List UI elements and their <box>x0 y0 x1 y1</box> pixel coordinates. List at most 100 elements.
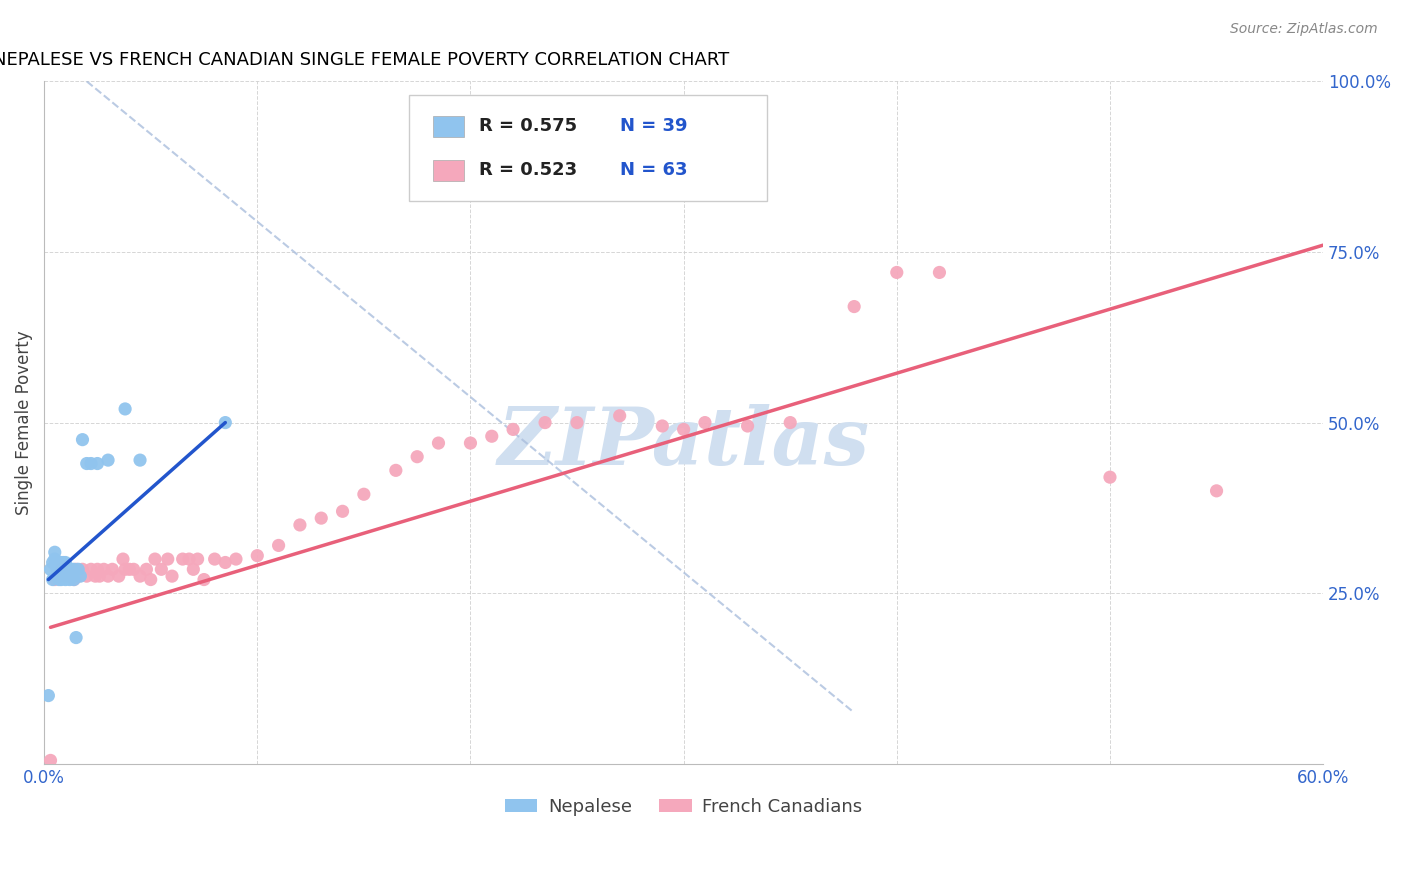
Point <box>97 569 120 583</box>
Point <box>187 552 209 566</box>
Point <box>55 556 77 570</box>
Point <box>651 419 673 434</box>
Point <box>288 518 311 533</box>
Point <box>89 569 111 583</box>
Point <box>111 552 134 566</box>
Point <box>60 562 83 576</box>
Point <box>609 409 631 423</box>
Point <box>156 552 179 566</box>
Point <box>72 562 94 576</box>
Point <box>51 562 73 576</box>
Point <box>737 419 759 434</box>
Point <box>63 573 86 587</box>
Point <box>534 416 557 430</box>
Point <box>44 545 66 559</box>
Point <box>214 416 236 430</box>
Text: R = 0.523: R = 0.523 <box>479 161 576 179</box>
Point <box>204 552 226 566</box>
Point <box>72 433 94 447</box>
Point <box>76 457 98 471</box>
Point <box>65 631 87 645</box>
Point <box>150 562 173 576</box>
Text: R = 0.575: R = 0.575 <box>479 117 576 135</box>
Point <box>69 569 91 583</box>
Text: N = 63: N = 63 <box>620 161 688 179</box>
Legend: Nepalese, French Canadians: Nepalese, French Canadians <box>498 790 870 823</box>
Point <box>41 556 63 570</box>
Point <box>332 504 354 518</box>
Point <box>481 429 503 443</box>
Point <box>246 549 269 563</box>
Point <box>52 556 75 570</box>
Point <box>672 422 695 436</box>
Text: NEPALESE VS FRENCH CANADIAN SINGLE FEMALE POVERTY CORRELATION CHART: NEPALESE VS FRENCH CANADIAN SINGLE FEMAL… <box>0 51 730 69</box>
Point <box>460 436 482 450</box>
Point <box>44 573 66 587</box>
Point <box>1205 483 1227 498</box>
Point <box>114 401 136 416</box>
Point <box>48 556 70 570</box>
Point <box>129 453 152 467</box>
Point <box>693 416 716 430</box>
Point <box>80 457 103 471</box>
FancyBboxPatch shape <box>433 160 464 181</box>
Point <box>928 265 950 279</box>
Point <box>80 562 103 576</box>
Point <box>101 562 124 576</box>
Point <box>59 562 82 576</box>
FancyBboxPatch shape <box>409 95 766 201</box>
Text: ZIPatlas: ZIPatlas <box>498 404 870 482</box>
Point <box>177 552 200 566</box>
Point <box>183 562 205 576</box>
Point <box>48 562 70 576</box>
Point <box>122 562 145 576</box>
Point <box>1098 470 1121 484</box>
Point <box>51 562 73 576</box>
Point <box>55 573 77 587</box>
Point <box>67 569 90 583</box>
Point <box>39 753 62 767</box>
Text: N = 39: N = 39 <box>620 117 688 135</box>
Point <box>309 511 332 525</box>
Point <box>135 562 157 576</box>
Point <box>86 562 108 576</box>
Point <box>427 436 450 450</box>
Point <box>886 265 908 279</box>
Point <box>45 562 67 576</box>
Point <box>502 422 524 436</box>
Point <box>84 569 107 583</box>
Point <box>51 556 73 570</box>
Point <box>76 569 98 583</box>
Point <box>225 552 247 566</box>
Point <box>59 569 82 583</box>
Point <box>55 569 77 583</box>
Point <box>45 556 67 570</box>
Point <box>52 569 75 583</box>
Text: Source: ZipAtlas.com: Source: ZipAtlas.com <box>1230 22 1378 37</box>
Point <box>41 573 63 587</box>
Point <box>844 300 866 314</box>
Point <box>172 552 194 566</box>
Point <box>114 562 136 576</box>
Point <box>67 562 90 576</box>
Point <box>129 569 152 583</box>
Point <box>565 416 588 430</box>
Point <box>93 562 115 576</box>
Point <box>48 573 70 587</box>
Point <box>51 573 73 587</box>
Point <box>44 552 66 566</box>
Point <box>97 453 120 467</box>
Point <box>139 573 162 587</box>
Point <box>779 416 801 430</box>
Point <box>63 562 86 576</box>
Point <box>160 569 183 583</box>
FancyBboxPatch shape <box>433 116 464 136</box>
Point <box>39 562 62 576</box>
Point <box>56 569 79 583</box>
Point <box>385 463 408 477</box>
Point <box>107 569 129 583</box>
Point <box>353 487 375 501</box>
Point <box>63 573 86 587</box>
Point <box>60 569 83 583</box>
Point <box>118 562 141 576</box>
